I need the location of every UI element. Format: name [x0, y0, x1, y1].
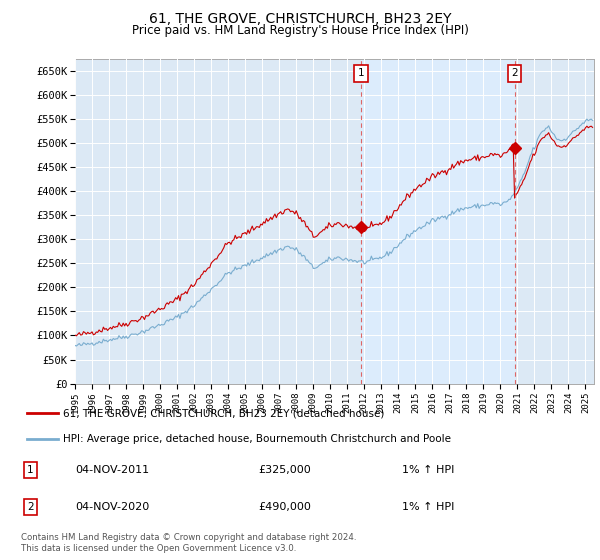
Text: HPI: Average price, detached house, Bournemouth Christchurch and Poole: HPI: Average price, detached house, Bour…: [62, 435, 451, 445]
Text: Price paid vs. HM Land Registry's House Price Index (HPI): Price paid vs. HM Land Registry's House …: [131, 24, 469, 37]
Text: £325,000: £325,000: [259, 465, 311, 475]
Text: 1% ↑ HPI: 1% ↑ HPI: [402, 465, 454, 475]
Text: Contains HM Land Registry data © Crown copyright and database right 2024.
This d: Contains HM Land Registry data © Crown c…: [21, 533, 356, 553]
Text: £490,000: £490,000: [259, 502, 311, 512]
Text: 1% ↑ HPI: 1% ↑ HPI: [402, 502, 454, 512]
Text: 1: 1: [27, 465, 34, 475]
Text: 61, THE GROVE, CHRISTCHURCH, BH23 2EY (detached house): 61, THE GROVE, CHRISTCHURCH, BH23 2EY (d…: [62, 408, 384, 418]
Text: 04-NOV-2011: 04-NOV-2011: [76, 465, 149, 475]
Text: 2: 2: [27, 502, 34, 512]
Text: 2: 2: [511, 68, 518, 78]
Bar: [361, 59, 515, 384]
Text: 04-NOV-2020: 04-NOV-2020: [76, 502, 149, 512]
Text: 1: 1: [358, 68, 365, 78]
Text: 61, THE GROVE, CHRISTCHURCH, BH23 2EY: 61, THE GROVE, CHRISTCHURCH, BH23 2EY: [149, 12, 451, 26]
